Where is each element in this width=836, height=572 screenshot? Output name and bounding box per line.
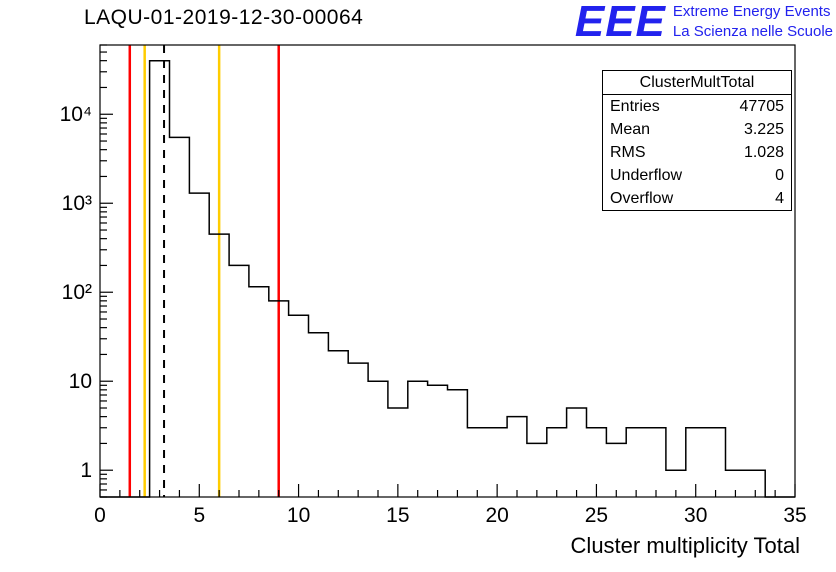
- stats-row: Mean 3.225: [603, 118, 791, 141]
- stat-value: 3.225: [743, 121, 784, 138]
- y-tick-label: 10⁴: [60, 103, 92, 126]
- stats-row: Overflow 4: [603, 187, 791, 210]
- stat-value: 0: [775, 167, 784, 184]
- stat-label: Mean: [610, 121, 651, 138]
- x-tick-label: 5: [193, 504, 205, 527]
- threshold-lines: [128, 45, 280, 497]
- histogram-line: [100, 59, 795, 498]
- stats-box-title: ClusterMultTotal: [603, 71, 791, 95]
- x-tick-label: 25: [585, 504, 608, 527]
- eee-logo: EEE Extreme Energy Events La Scienza nel…: [575, 0, 833, 44]
- stat-value: 47705: [739, 98, 785, 115]
- y-tick-label: 1: [80, 459, 92, 482]
- eee-logo-text: Extreme Energy Events La Scienza nelle S…: [673, 2, 833, 42]
- x-tick-label: 15: [386, 504, 409, 527]
- x-axis-labels: 0 5 10 15 20 25 30 35: [94, 504, 807, 527]
- plot-frame: [99, 44, 796, 498]
- stats-row: Entries 47705: [603, 95, 791, 118]
- y-tick-label: 10³: [62, 192, 92, 215]
- x-tick-label: 30: [684, 504, 707, 527]
- stat-value: 1.028: [743, 144, 784, 161]
- stat-label: Underflow: [610, 167, 683, 184]
- stat-label: RMS: [610, 144, 646, 161]
- stat-label: Entries: [610, 98, 660, 115]
- x-axis-title: Cluster multiplicity Total: [571, 533, 800, 558]
- stat-label: Overflow: [610, 190, 674, 207]
- stats-row: Underflow 0: [603, 164, 791, 187]
- x-tick-label: 10: [287, 504, 310, 527]
- y-tick-label: 10: [69, 370, 92, 393]
- x-tick-label: 35: [783, 504, 806, 527]
- plot-title: LAQU-01-2019-12-30-00064: [84, 6, 364, 29]
- stats-box: ClusterMultTotal Entries 47705 Mean 3.22…: [602, 70, 792, 211]
- x-tick-label: 20: [485, 504, 508, 527]
- y-axis-labels: 1 10 10² 10³ 10⁴: [60, 103, 92, 482]
- x-axis-ticks: [99, 484, 796, 497]
- logo-line-1: Extreme Energy Events: [672, 3, 831, 20]
- x-tick-label: 0: [94, 504, 106, 527]
- y-axis-ticks: [100, 44, 113, 498]
- eee-logo-mark: EEE: [574, 0, 666, 46]
- y-tick-label: 10²: [62, 281, 92, 304]
- logo-line-2: La Scienza nelle Scuole: [672, 23, 833, 40]
- stats-row: RMS 1.028: [603, 141, 791, 164]
- stat-value: 4: [775, 190, 784, 207]
